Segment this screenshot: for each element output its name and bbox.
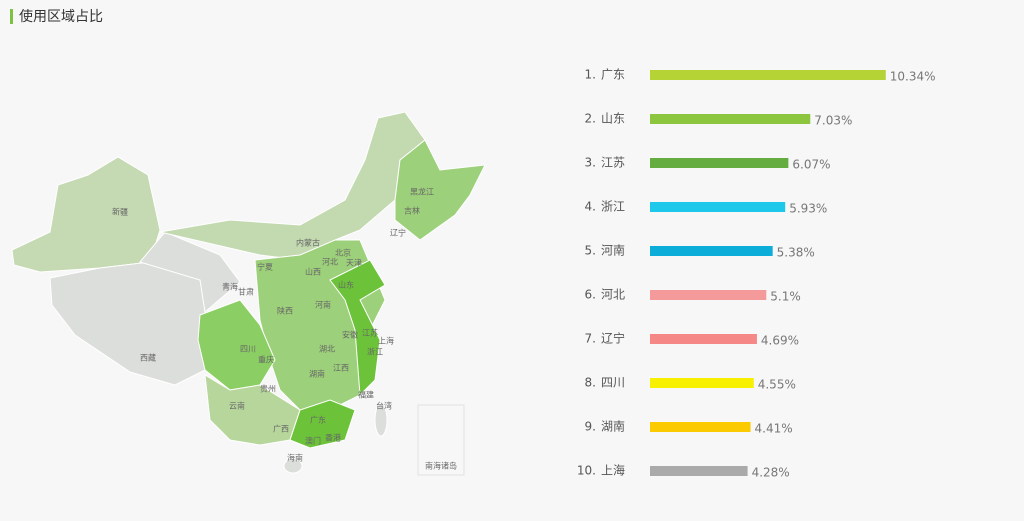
map-label: 辽宁 [390,228,406,238]
map-label: 内蒙古 [296,238,320,248]
bar [650,334,757,344]
bar [650,114,811,124]
map-label: 新疆 [112,207,128,217]
category-label: 辽宁 [601,331,625,346]
map-label: 广东 [310,415,326,425]
category-label: 浙江 [601,200,625,214]
category-label: 广东 [601,68,625,82]
bar [650,158,789,168]
map-label: 香港 [325,433,341,443]
map-label: 南海诸岛 [425,461,457,471]
value-label: 5.93% [789,202,827,216]
map-label: 宁夏 [257,262,273,272]
title: 使用区域占比 [19,8,103,25]
rank: 8. [585,376,596,390]
map-label: 浙江 [367,347,383,357]
map-label: 西藏 [140,353,156,363]
value-label: 4.69% [761,334,799,348]
category-label: 湖南 [601,419,625,434]
bar [650,70,886,80]
bar [650,290,767,300]
value-label: 4.55% [758,378,796,392]
rank: 7. [585,332,596,346]
map [11,111,486,476]
value-label: 10.34% [890,70,936,84]
map-label: 甘肃 [238,287,254,297]
map-label: 上海 [378,336,394,346]
map-label: 河南 [315,300,331,310]
map-label: 青海 [222,282,238,292]
value-label: 4.28% [752,466,790,480]
map-label: 天津 [346,258,362,268]
rank: 2. [585,112,596,126]
map-label: 重庆 [258,355,274,365]
bar [650,466,748,476]
map-label: 河北 [322,257,338,267]
map-label: 山西 [305,267,321,277]
map-label: 江苏 [362,328,378,338]
category-label: 四川 [601,376,625,390]
rank: 6. [585,288,596,302]
map-label: 陕西 [277,306,293,316]
map-label: 安徽 [342,330,358,340]
map-label: 北京 [335,248,351,258]
bar [650,378,754,388]
category-label: 山东 [601,112,625,126]
map-label: 澳门 [305,436,321,446]
rank: 5. [585,244,596,258]
value-label: 5.38% [777,246,815,260]
map-label: 广西 [273,424,289,434]
map-label: 云南 [229,401,245,411]
map-label: 福建 [358,390,374,400]
category-label: 上海 [601,463,625,478]
rank: 3. [585,156,596,170]
category-label: 江苏 [601,156,625,170]
value-label: 6.07% [792,158,830,172]
bar [650,422,751,432]
map-label: 海南 [287,453,303,463]
title-accent [10,9,13,24]
rank: 4. [585,200,596,214]
rank: 9. [585,420,596,434]
category-label: 河北 [601,288,625,302]
value-label: 4.41% [755,422,793,436]
rank: 1. [585,68,596,82]
map-label: 黑龙江 [410,187,434,197]
map-label: 山东 [338,280,354,290]
value-label: 5.1% [770,290,801,304]
value-label: 7.03% [814,114,852,128]
rank: 10. [577,464,596,478]
map-label: 四川 [240,345,256,354]
map-label: 湖南 [309,369,325,379]
bar [650,246,773,256]
bar [650,202,786,212]
category-label: 河南 [601,243,625,258]
map-label: 吉林 [404,206,420,216]
map-label: 湖北 [319,345,335,354]
map-label: 贵州 [260,384,276,394]
map-label: 台湾 [376,401,392,411]
map-label: 江西 [333,364,349,373]
